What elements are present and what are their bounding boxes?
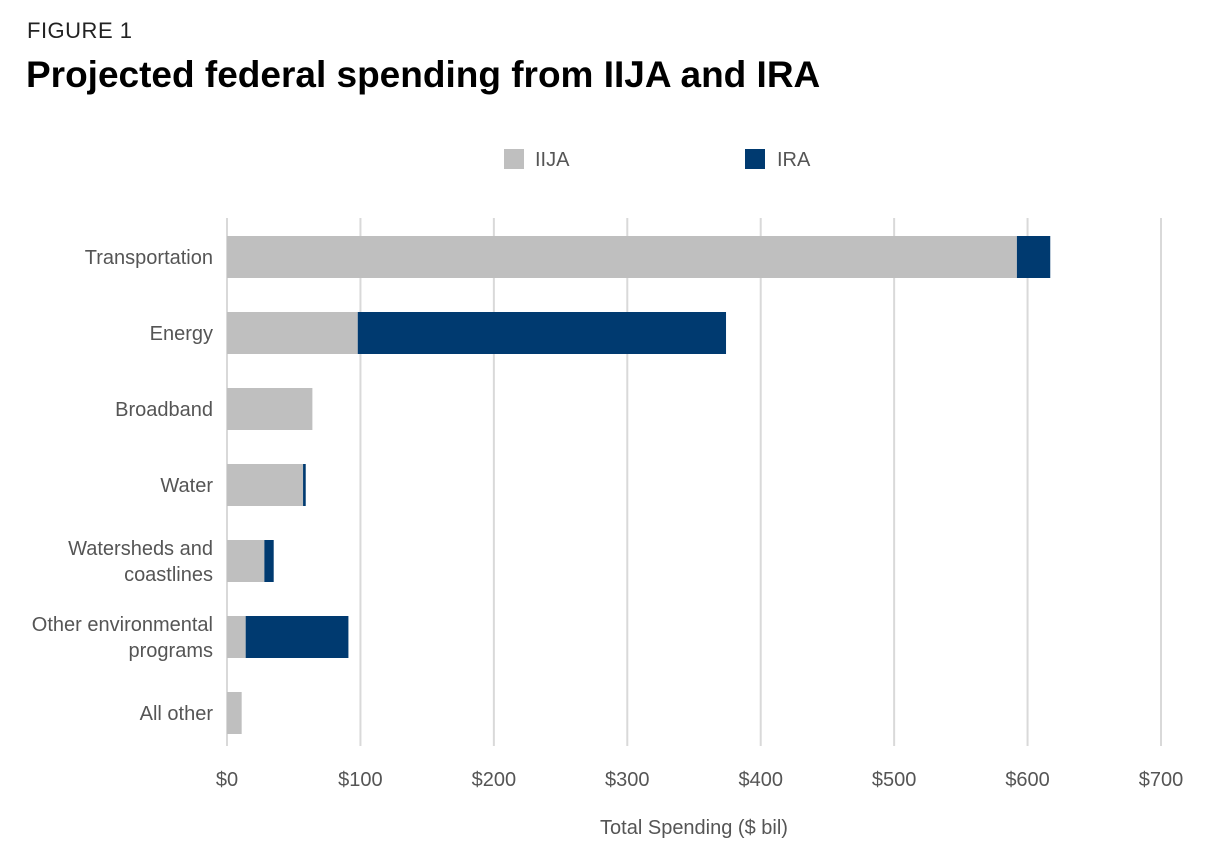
bar-iija-0 [227, 236, 1017, 278]
category-label: Energy [150, 323, 213, 345]
x-tick-labels: $0 $100 $200 $300 $400 $500 $600 $700 [216, 769, 1183, 791]
bar-ira-1 [357, 312, 727, 354]
figure-label: FIGURE 1 [27, 18, 133, 43]
bar-ira-5 [245, 616, 349, 658]
x-tick-label: $100 [338, 769, 383, 791]
bar-iija-4 [227, 540, 265, 582]
chart-title: Projected federal spending from IIJA and… [26, 54, 821, 95]
x-tick-label: $200 [472, 769, 517, 791]
bar-iija-2 [227, 388, 313, 430]
legend-swatch-iija [504, 149, 524, 169]
gridlines [226, 218, 1162, 746]
bar-iija-6 [227, 692, 242, 734]
category-label: Broadband [115, 399, 213, 421]
category-label: All other [140, 703, 214, 725]
category-label: Water [160, 475, 213, 497]
legend-label-iija: IIJA [535, 149, 570, 171]
x-tick-label: $0 [216, 769, 238, 791]
category-label: Transportation [85, 247, 213, 269]
category-label: Other environmental [32, 614, 213, 636]
legend: IIJA IRA [504, 149, 811, 171]
bar-ira-0 [1016, 236, 1051, 278]
legend-swatch-ira [745, 149, 765, 169]
x-tick-label: $400 [738, 769, 783, 791]
x-tick-label: $500 [872, 769, 917, 791]
x-tick-label: $600 [1005, 769, 1050, 791]
bar-ira-3 [303, 464, 306, 506]
x-tick-label: $700 [1139, 769, 1184, 791]
category-label: coastlines [124, 564, 213, 586]
bars [227, 236, 1051, 734]
category-label: programs [129, 640, 213, 662]
bar-iija-5 [227, 616, 246, 658]
category-labels: Transportation Energy Broadband Water Waters… [32, 247, 214, 725]
legend-label-ira: IRA [777, 149, 811, 171]
category-label: Watersheds and [68, 538, 213, 560]
x-axis-title: Total Spending ($ bil) [600, 817, 788, 839]
x-tick-label: $300 [605, 769, 650, 791]
bar-iija-1 [227, 312, 358, 354]
bar-iija-3 [227, 464, 304, 506]
bar-ira-4 [264, 540, 274, 582]
